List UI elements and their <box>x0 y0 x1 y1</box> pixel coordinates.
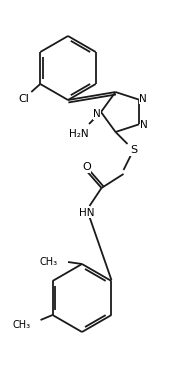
Text: Cl: Cl <box>19 94 30 104</box>
Text: N: N <box>93 109 101 119</box>
Text: S: S <box>130 145 137 155</box>
Text: CH₃: CH₃ <box>12 320 31 330</box>
Text: N: N <box>140 120 148 130</box>
Text: H₂N: H₂N <box>69 129 89 139</box>
Text: HN: HN <box>79 208 94 218</box>
Text: CH₃: CH₃ <box>40 257 58 267</box>
Text: N: N <box>139 94 147 104</box>
Text: O: O <box>82 162 91 172</box>
